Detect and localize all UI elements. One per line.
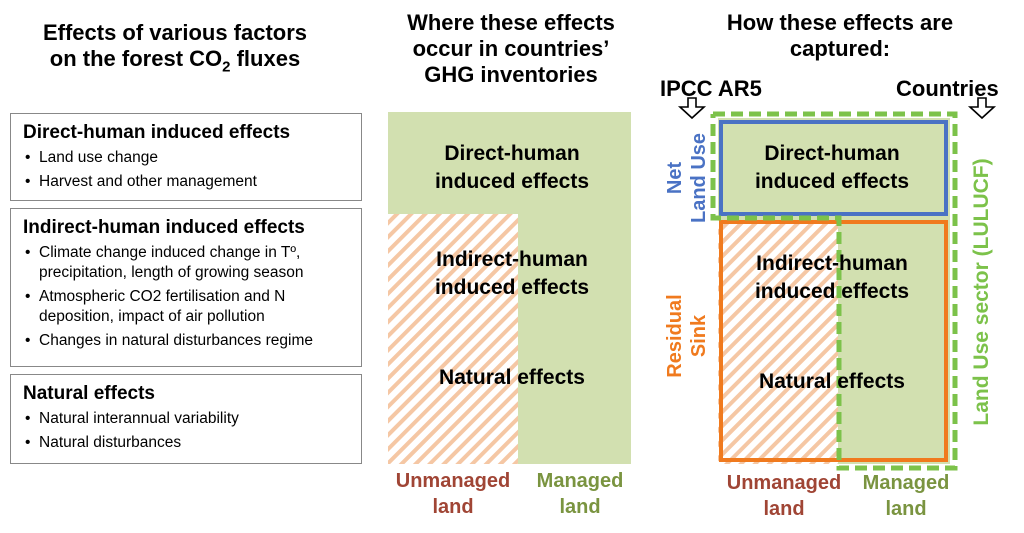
middle-natural-label: Natural effects	[439, 366, 585, 389]
middle-indirect-label: Indirect-human induced effects	[434, 248, 590, 299]
direct-effects-title: Direct-human induced effects	[23, 122, 291, 143]
list-item: Harvest and other management	[23, 172, 349, 192]
list-item: Climate change induced change in Tº, pre…	[23, 243, 349, 283]
ipcc-down-arrow-icon	[677, 97, 707, 120]
right-indirect-label: Indirect-human induced effects	[754, 252, 910, 303]
ipcc-label: IPCC AR5	[660, 76, 762, 101]
middle-direct-label: Direct-human induced effects	[434, 142, 590, 193]
indirect-effects-title: Indirect-human induced effects	[23, 217, 305, 238]
list-item: Natural disturbances	[23, 433, 349, 453]
right-unmanaged-label: Unmanaged land	[726, 472, 842, 520]
residual-sink-box	[719, 220, 948, 462]
list-item: Natural interannual variability	[23, 409, 349, 429]
list-item: Changes in natural disturbances regime	[23, 331, 349, 351]
list-item: Land use change	[23, 148, 349, 168]
natural-effects-title: Natural effects	[23, 383, 155, 404]
right-natural-label: Natural effects	[759, 370, 905, 393]
left-title: Effects of various factors on the forest…	[42, 20, 308, 76]
right-managed-label: Managed land	[862, 472, 950, 520]
right-title: How these effects are captured:	[726, 10, 954, 61]
middle-unmanaged-label: Unmanaged land	[395, 470, 511, 518]
countries-label: Countries	[896, 76, 999, 101]
right-direct-label: Direct-human induced effects	[754, 142, 910, 193]
right-unmanaged-hatch	[718, 220, 838, 464]
lulucf-dashed-outline	[710, 111, 958, 471]
lulucf-label: Land Use sector (LULUCF)	[970, 158, 993, 426]
indirect-effects-box: Indirect-human induced effects Climate c…	[10, 208, 362, 367]
net-land-use-label: Net Land Use	[664, 132, 710, 224]
middle-title: Where these effects occur in countries’ …	[407, 10, 615, 87]
middle-unmanaged-hatch	[388, 214, 518, 464]
list-item: Atmospheric CO2 fertilisation and N depo…	[23, 287, 349, 327]
direct-effects-box: Direct-human induced effects Land use ch…	[10, 113, 362, 201]
natural-effects-box: Natural effects Natural interannual vari…	[10, 374, 362, 464]
countries-down-arrow-icon	[967, 97, 997, 120]
net-land-use-box	[719, 120, 948, 216]
residual-sink-label: Residual Sink	[664, 294, 710, 378]
middle-managed-label: Managed land	[536, 470, 624, 518]
